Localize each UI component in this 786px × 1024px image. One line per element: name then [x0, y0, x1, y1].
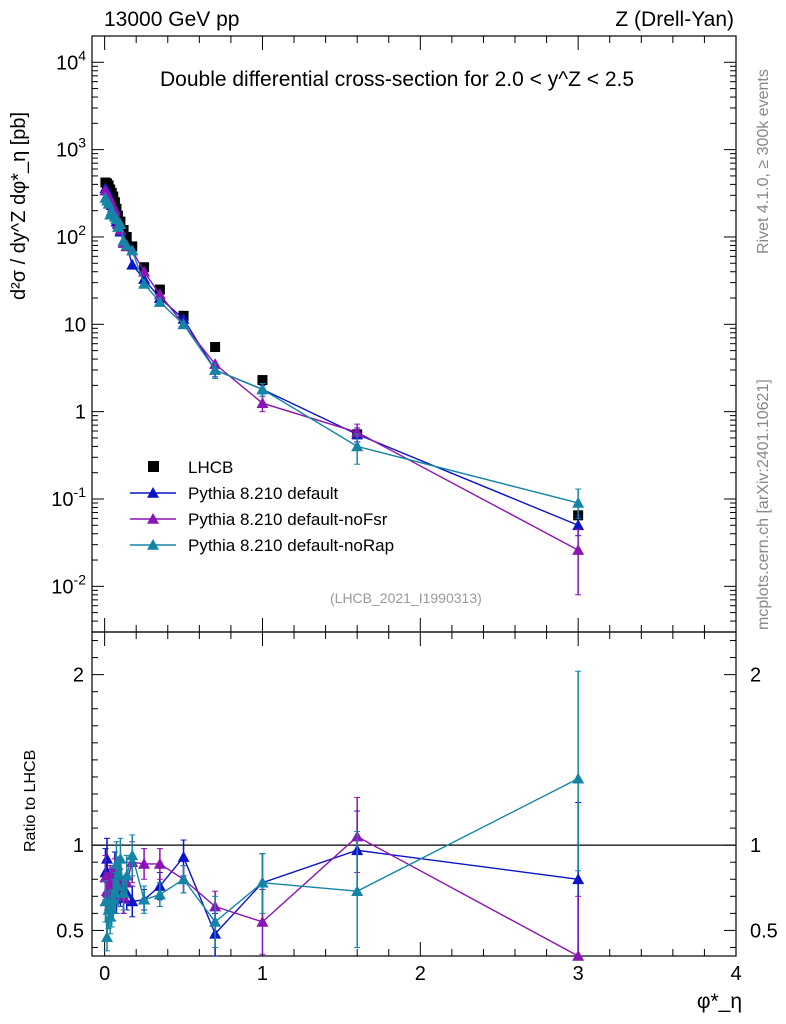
- ratio-point-noRap: [256, 876, 269, 888]
- data-point-default: [126, 258, 139, 270]
- data-point-noFsr: [572, 544, 585, 555]
- data-point-lhcb: [108, 191, 119, 202]
- ratio-y-tick-label: 1: [750, 835, 761, 857]
- data-point-noFsr: [256, 397, 269, 408]
- plot-title-text: Double differential cross-section for 2.…: [160, 68, 635, 91]
- ratio-line-noFsr: [104, 835, 579, 957]
- ratio-point-noRap: [209, 915, 222, 927]
- data-point-noRap: [256, 383, 269, 395]
- data-point-noRap: [153, 296, 166, 307]
- x-tick-label: 2: [415, 963, 426, 985]
- watermark: (LHCB_2021_I1990313): [330, 590, 482, 606]
- ratio-point-noRap: [351, 885, 364, 896]
- x-axis-label: φ*_η: [696, 990, 742, 1013]
- legend-marker-default: [147, 487, 159, 498]
- side-mcplots-label: mcplots.cern.ch [arXiv:2401.10621]: [755, 379, 772, 630]
- ratio-line-default: [104, 849, 579, 936]
- x-tick-label: 0: [99, 963, 110, 985]
- data-point-lhcb: [257, 375, 268, 386]
- ratio-point-noRap: [112, 880, 125, 891]
- ratio-point-noRap: [126, 849, 139, 861]
- ratio-point-default: [572, 873, 585, 885]
- x-tick-label: 3: [573, 963, 584, 985]
- data-point-noRap: [126, 244, 139, 256]
- ratio-y-tick-label: 0.5: [56, 920, 84, 942]
- ratio-point-noFsr: [572, 950, 585, 961]
- data-point-noRap: [209, 363, 222, 375]
- ratio-point-noRap: [177, 873, 190, 885]
- y-tick-label: 10-1: [51, 484, 86, 511]
- legend-label-noFsr: Pythia 8.210 default-noFsr: [188, 510, 388, 529]
- x-tick-label: 1: [257, 963, 268, 985]
- data-point-noRap: [138, 277, 151, 289]
- y-tick-label: 10: [64, 314, 86, 336]
- ratio-point-noFsr: [138, 857, 151, 869]
- data-point-lhcb: [210, 341, 221, 352]
- ratio-y-tick-label: 0.5: [750, 920, 778, 942]
- ratio-y-axis-label: Ratio to LHCB: [22, 749, 39, 852]
- ratio-point-noRap: [114, 852, 127, 864]
- data-point-noRap: [120, 239, 133, 251]
- data-point-noRap: [177, 318, 190, 330]
- data-point-default: [572, 519, 585, 531]
- legend-label-noRap: Pythia 8.210 default-noRap: [188, 536, 394, 555]
- data-point-noFsr: [153, 288, 166, 300]
- main-panel: 10-2 10-1 1 10 102 103 104: [51, 35, 737, 633]
- series-line-noRap: [104, 197, 579, 504]
- y-axis-label: d²σ / dy^Z dφ*_η [pb]: [8, 111, 30, 300]
- x-tick-label: 4: [730, 963, 741, 985]
- data-point-noRap: [351, 440, 364, 452]
- side-rivet-label: Rivet 4.1.0, ≥ 300k events: [755, 69, 772, 254]
- legend-marker-noFsr: [147, 513, 159, 524]
- energy-label: 13000 GeV pp: [104, 8, 240, 31]
- data-point-lhcb: [121, 231, 132, 242]
- ratio-point-noRap: [107, 893, 120, 905]
- legend-marker-lhcb: [148, 461, 159, 472]
- legend-label-default: Pythia 8.210 default: [188, 484, 339, 503]
- plot-title: Double differential cross-section for 2.…: [160, 68, 634, 92]
- y-tick-label: 104: [56, 47, 86, 74]
- series-line-default: [104, 187, 579, 526]
- ratio-y-tick-label: 2: [73, 665, 84, 687]
- ratio-line-noRap: [104, 778, 579, 938]
- ratio-point-noRap: [572, 772, 585, 784]
- ratio-point-default: [177, 851, 190, 862]
- ratio-point-noFsr: [256, 915, 269, 927]
- ratio-point-noRap: [138, 893, 151, 905]
- y-tick-label: 103: [56, 135, 86, 162]
- data-point-noRap: [572, 496, 585, 508]
- process-label: Z (Drell-Yan): [615, 8, 734, 31]
- ratio-y-tick-label: 1: [73, 835, 84, 857]
- ratio-point-noFsr: [153, 857, 166, 869]
- ratio-y-tick-label: 2: [750, 665, 761, 687]
- y-tick-label: 10-2: [51, 571, 86, 598]
- ratio-panel: 0 1 2 3 4 0.5 0.5 1 1 2 2: [56, 632, 778, 985]
- legend-label-data: LHCB: [188, 458, 233, 477]
- y-tick-label: 102: [56, 222, 86, 249]
- ratio-point-noRap: [100, 931, 113, 943]
- ratio-frame: [91, 631, 737, 957]
- legend: LHCB Pythia 8.210 default Pythia 8.210 def…: [130, 458, 394, 555]
- data-point-noRap: [114, 218, 127, 230]
- legend-marker-noRap: [147, 539, 159, 550]
- ratio-point-default: [100, 852, 113, 864]
- ratio-point-noRap: [120, 869, 133, 881]
- y-tick-label: 1: [75, 402, 86, 424]
- ratio-point-noRap: [153, 888, 166, 900]
